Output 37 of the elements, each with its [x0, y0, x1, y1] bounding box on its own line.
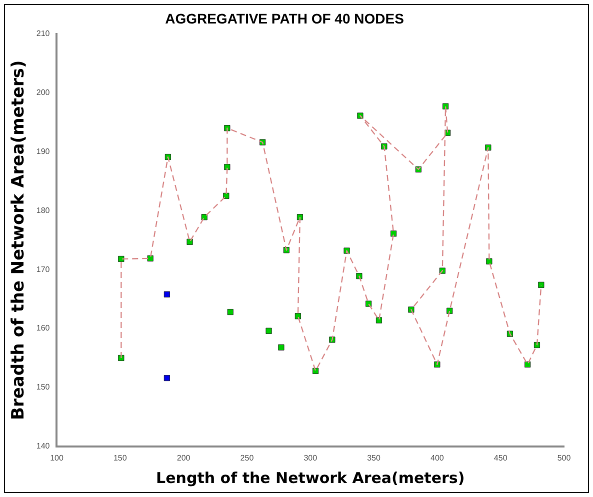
x-tick-label: 250 — [240, 453, 254, 462]
y-tick-label: 160 — [36, 324, 50, 333]
point — [278, 344, 284, 350]
point — [376, 317, 382, 324]
y-tick-label: 190 — [36, 146, 50, 156]
y-tick-label: 200 — [36, 88, 50, 97]
point — [227, 308, 234, 316]
y-tick-label: 170 — [36, 264, 50, 274]
point — [366, 300, 372, 307]
point — [147, 255, 154, 262]
x-tick-label: 300 — [304, 453, 318, 462]
point — [164, 374, 170, 382]
point — [538, 282, 544, 288]
point — [296, 214, 304, 220]
y-tick-label: 210 — [36, 29, 50, 38]
point — [164, 291, 170, 298]
point — [390, 230, 397, 237]
x-tick-label: 500 — [557, 453, 572, 462]
x-axis-title: Length of the Network Area(meters) — [156, 468, 465, 487]
point — [224, 164, 230, 170]
point — [294, 313, 302, 320]
y-tick-label: 140 — [36, 442, 50, 451]
point — [524, 361, 531, 368]
x-tick-label: 100 — [50, 453, 64, 462]
y-axis-title: Breadth of the Network Area(meters) — [8, 60, 29, 420]
x-tick-label: 150 — [113, 453, 128, 462]
x-tick-label: 200 — [176, 453, 191, 462]
x-tick-label: 450 — [494, 453, 508, 462]
x-tick-label: 400 — [430, 453, 444, 462]
point — [486, 258, 492, 264]
point — [118, 256, 124, 262]
x-tick-label: 350 — [367, 453, 381, 462]
point — [186, 238, 193, 245]
y-tick-label: 150 — [36, 382, 50, 392]
y-tick-label: 180 — [36, 206, 50, 215]
chart-title: AGGREGATIVE PATH OF 40 NODES — [165, 10, 404, 26]
point — [266, 328, 272, 334]
